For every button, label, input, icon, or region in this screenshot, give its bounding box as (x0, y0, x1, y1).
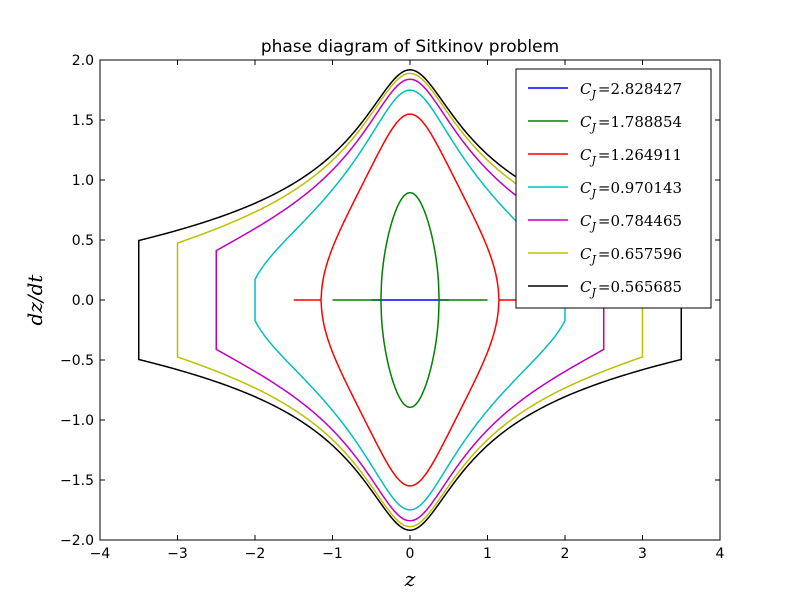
legend-entry-label: CJ =1.788854 (580, 113, 682, 134)
legend-var: C (580, 212, 592, 230)
legend-entry-label: CJ =0.784465 (580, 212, 682, 233)
x-tick-label: 0 (406, 546, 415, 562)
legend-subscript: J (589, 88, 596, 101)
x-axis-label: z (404, 567, 416, 591)
legend-equals: = (598, 146, 611, 164)
legend-entry-label: CJ =1.264911 (580, 146, 682, 167)
x-tick-label: 1 (483, 546, 492, 562)
legend-entry-label: CJ =2.828427 (580, 80, 682, 101)
legend-var: C (580, 146, 592, 164)
legend-subscript: J (589, 187, 596, 200)
legend-var: C (580, 278, 592, 296)
legend-entry-label: CJ =0.565685 (580, 278, 682, 299)
legend-value: 1.264911 (610, 146, 682, 164)
y-tick-label: 1.0 (72, 173, 94, 189)
x-tick-label: 4 (716, 546, 725, 562)
legend-subscript: J (589, 253, 596, 266)
series-line-2 (332, 191, 488, 409)
series-line-5 (215, 78, 605, 522)
legend-equals: = (598, 245, 611, 263)
x-tick-label: −1 (322, 546, 343, 562)
x-tick-label: −2 (245, 546, 266, 562)
y-tick-label: 1.5 (72, 113, 94, 129)
legend-var: C (580, 113, 592, 131)
x-tick-label: 2 (561, 546, 570, 562)
legend-var: C (580, 80, 592, 98)
legend-value: 0.970143 (610, 179, 682, 197)
series-line-3 (293, 113, 527, 487)
x-tick-label: 3 (638, 546, 647, 562)
legend-var: C (580, 179, 592, 197)
legend-subscript: J (589, 220, 596, 233)
y-tick-label: −1.5 (60, 473, 94, 489)
legend-entry-label: CJ =0.657596 (580, 245, 682, 266)
y-axis-label: dz/dt (23, 274, 47, 326)
x-tick-label: −4 (90, 546, 111, 562)
legend-subscript: J (589, 121, 596, 134)
series-line-4 (254, 89, 566, 511)
legend-value: 2.828427 (610, 80, 682, 98)
legend-equals: = (598, 212, 611, 230)
legend-subscript: J (589, 286, 596, 299)
axis-ticks: −4 −3 −2 −1 0 1 2 3 4 −2.0 −1.5 −1.0 −0.5 0.0 0.5 1.0 1.… (60, 53, 725, 562)
chart-title: phase diagram of Sitkinov problem (261, 37, 559, 57)
y-tick-label: −1.0 (60, 413, 94, 429)
legend-box (515, 68, 712, 309)
legend-equals: = (598, 278, 611, 296)
y-tick-label: 2.0 (72, 53, 94, 69)
legend-equals: = (598, 113, 611, 131)
legend-var: C (580, 245, 592, 263)
y-tick-label: 0.0 (72, 293, 94, 309)
x-tick-label: −3 (167, 546, 188, 562)
legend-equals: = (598, 80, 611, 98)
legend-value: 1.788854 (610, 113, 682, 131)
plot-area (138, 69, 682, 531)
axes-frame (99, 59, 721, 541)
y-tick-label: −0.5 (60, 353, 94, 369)
legend-equals: = (598, 179, 611, 197)
legend-value: 0.657596 (610, 245, 682, 263)
legend-subscript: J (589, 154, 596, 167)
legend-value: 0.565685 (610, 278, 682, 296)
legend-entry-label: CJ =0.970143 (580, 179, 682, 200)
y-tick-label: 0.5 (72, 233, 94, 249)
y-tick-label: −2.0 (60, 533, 94, 549)
legend-value: 0.784465 (610, 212, 682, 230)
